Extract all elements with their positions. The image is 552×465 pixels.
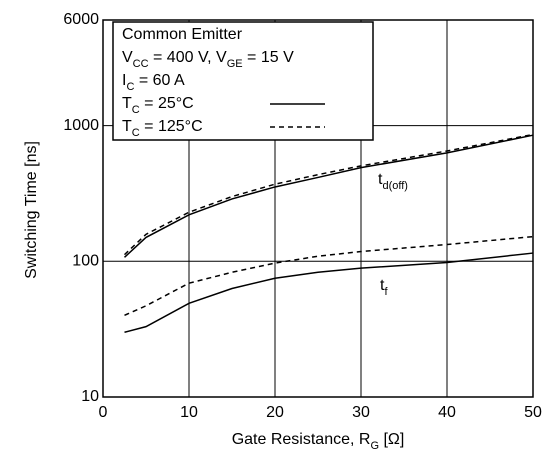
curve-label: td(off) — [378, 171, 408, 192]
text-part: [Ω] — [379, 431, 404, 448]
annotation-box — [112, 21, 374, 141]
legend-label: TC = 125°C — [122, 118, 203, 139]
subscript: C — [132, 104, 140, 116]
annotation-line: Common Emitter — [122, 26, 243, 43]
subscript: d(off) — [382, 180, 407, 192]
subscript: C — [132, 127, 140, 139]
series-line — [123, 133, 534, 256]
series-line — [124, 235, 534, 316]
text-part: = 125°C — [140, 118, 203, 135]
text-part: = 15 V — [243, 49, 294, 66]
text-part: = 25°C — [140, 95, 194, 112]
text-part: V — [122, 49, 133, 66]
text-part: Common Emitter — [122, 26, 243, 43]
subscript: G — [370, 440, 379, 452]
curve-label: tf — [380, 277, 388, 298]
y-tick-label: 100 — [72, 253, 99, 270]
text-part: = 60 A — [134, 72, 185, 89]
annotation-line: VCC = 400 V, VGE = 15 V — [122, 49, 294, 70]
annotation-line: IC = 60 A — [122, 72, 185, 93]
x-tick-label: 0 — [99, 404, 108, 421]
subscript: CC — [133, 58, 149, 70]
plot-frame — [102, 19, 534, 398]
x-tick-label: 40 — [438, 404, 456, 421]
y-axis-label: Switching Time [ns] — [23, 141, 40, 279]
series-line — [123, 134, 534, 258]
y-tick-label: 6000 — [63, 11, 99, 28]
subscript: C — [126, 81, 134, 93]
subscript: GE — [227, 58, 243, 70]
x-axis-label: Gate Resistance, RG [Ω] — [232, 431, 405, 452]
x-tick-label: 50 — [524, 404, 542, 421]
y-tick-label: 10 — [81, 388, 99, 405]
text-part: T — [122, 118, 132, 135]
text-part: I — [122, 72, 126, 89]
text-part: Gate Resistance, R — [232, 431, 371, 448]
text-part: t — [380, 277, 385, 294]
y-tick-label: 1000 — [63, 117, 99, 134]
legend-label: TC = 25°C — [122, 95, 194, 116]
series-line — [124, 252, 534, 333]
text-part: T — [122, 95, 132, 112]
subscript: f — [384, 286, 388, 298]
x-tick-label: 30 — [352, 404, 370, 421]
x-tick-label: 20 — [266, 404, 284, 421]
text-part: t — [378, 171, 383, 188]
x-tick-label: 10 — [180, 404, 198, 421]
text-part: = 400 V, V — [149, 49, 227, 66]
